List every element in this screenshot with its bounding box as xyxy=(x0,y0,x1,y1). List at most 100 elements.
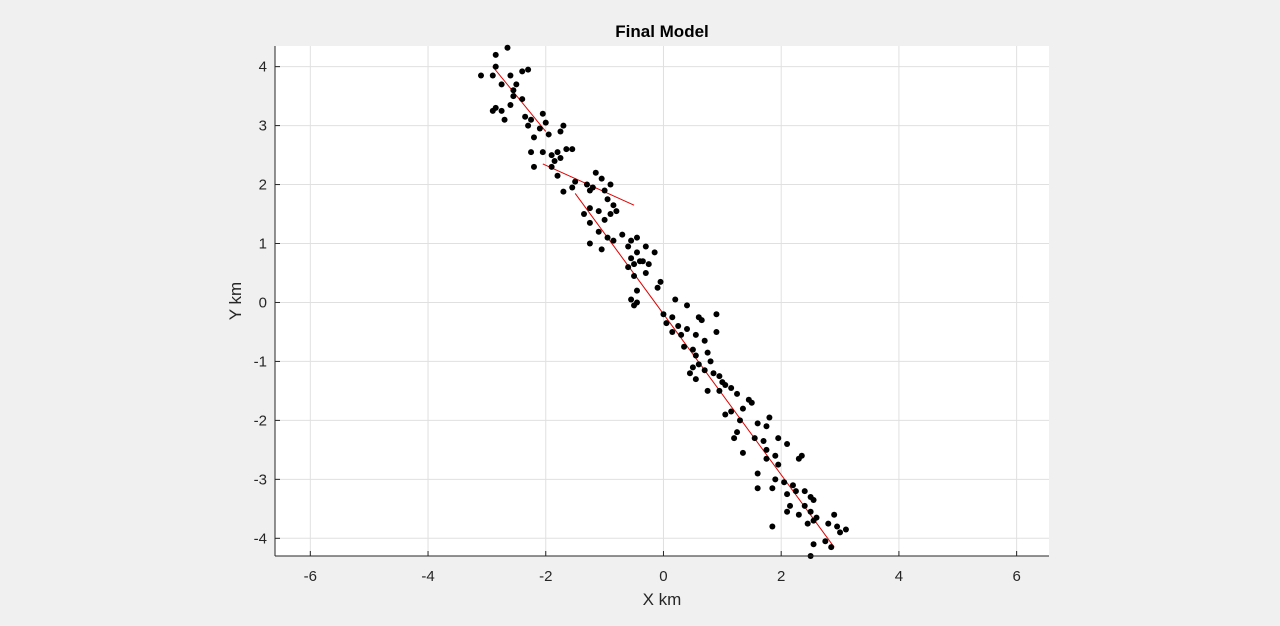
data-point xyxy=(834,523,841,530)
data-point xyxy=(604,196,611,203)
data-point xyxy=(684,326,691,333)
data-point xyxy=(784,440,791,447)
data-point xyxy=(795,511,802,518)
y-tick-label: 0 xyxy=(259,294,267,311)
data-point xyxy=(739,449,746,456)
data-point xyxy=(625,264,632,271)
data-point xyxy=(498,107,505,114)
data-point xyxy=(586,205,593,212)
data-point xyxy=(595,208,602,215)
data-point xyxy=(837,529,844,536)
data-point xyxy=(810,496,817,503)
data-point xyxy=(678,331,685,338)
data-point xyxy=(772,452,779,459)
data-point xyxy=(545,131,552,138)
data-point xyxy=(478,72,485,79)
data-points xyxy=(478,44,849,559)
data-point xyxy=(633,299,640,306)
data-point xyxy=(807,508,814,515)
data-point xyxy=(660,311,667,318)
data-point xyxy=(681,343,688,350)
x-axis-label: X km xyxy=(643,590,682,609)
data-point xyxy=(633,249,640,256)
data-point xyxy=(754,485,761,492)
data-point xyxy=(781,479,788,486)
data-point xyxy=(510,93,517,100)
data-point xyxy=(672,296,679,303)
data-point xyxy=(554,172,561,179)
data-point xyxy=(810,541,817,548)
data-point xyxy=(539,149,546,156)
y-tick-label: -3 xyxy=(254,471,267,488)
data-point xyxy=(775,461,782,468)
data-point xyxy=(822,538,829,545)
data-point xyxy=(663,320,670,327)
x-tick-label: -6 xyxy=(304,568,317,585)
data-point xyxy=(801,502,808,509)
data-point xyxy=(607,181,614,188)
x-tick-label: 4 xyxy=(895,568,903,585)
data-point xyxy=(501,116,508,123)
data-point xyxy=(633,234,640,241)
data-point xyxy=(530,163,537,170)
data-point xyxy=(586,219,593,226)
data-point xyxy=(784,508,791,515)
data-point xyxy=(713,311,720,318)
data-point xyxy=(704,349,711,356)
data-point xyxy=(628,255,635,262)
data-point xyxy=(784,491,791,498)
data-point xyxy=(619,231,626,238)
x-tick-label: -4 xyxy=(421,568,434,585)
data-point xyxy=(831,511,838,518)
data-point xyxy=(525,122,532,129)
data-point xyxy=(560,188,567,195)
data-point xyxy=(628,237,635,244)
data-point xyxy=(813,514,820,521)
data-point xyxy=(804,520,811,527)
data-point xyxy=(489,72,496,79)
data-point xyxy=(763,423,770,430)
data-point xyxy=(507,101,514,108)
x-tick-labels: -6 -4 -2 0 2 4 6 xyxy=(304,568,1021,585)
data-point xyxy=(613,208,620,215)
data-point xyxy=(710,370,717,377)
data-point xyxy=(498,81,505,88)
data-point xyxy=(563,146,570,153)
data-point xyxy=(510,87,517,94)
data-point xyxy=(604,234,611,241)
data-point xyxy=(713,328,720,335)
y-tick-label: -2 xyxy=(254,412,267,429)
data-point xyxy=(736,417,743,424)
data-point xyxy=(739,405,746,412)
data-point xyxy=(492,63,499,70)
data-point xyxy=(598,246,605,253)
data-point xyxy=(601,187,608,194)
data-point xyxy=(686,370,693,377)
data-point xyxy=(530,134,537,141)
data-point xyxy=(772,476,779,483)
data-point xyxy=(669,314,676,321)
data-point xyxy=(775,435,782,442)
data-point xyxy=(754,420,761,427)
data-point xyxy=(669,328,676,335)
data-point xyxy=(801,488,808,495)
data-point xyxy=(707,358,714,365)
data-point xyxy=(519,96,526,103)
x-tick-label: -2 xyxy=(539,568,552,585)
y-tick-label: -1 xyxy=(254,353,267,370)
y-tick-label: 1 xyxy=(259,236,267,253)
data-point xyxy=(828,544,835,551)
data-point xyxy=(642,269,649,276)
data-point xyxy=(769,485,776,492)
data-point xyxy=(522,113,529,120)
data-point xyxy=(769,523,776,530)
data-point xyxy=(581,211,588,218)
data-point xyxy=(787,502,794,509)
data-point xyxy=(698,317,705,324)
axes xyxy=(274,46,1049,557)
y-tick-label: 4 xyxy=(259,59,267,76)
chart-title: Final Model xyxy=(615,22,709,41)
data-point xyxy=(722,411,729,418)
data-point xyxy=(642,243,649,250)
data-point xyxy=(728,408,735,415)
